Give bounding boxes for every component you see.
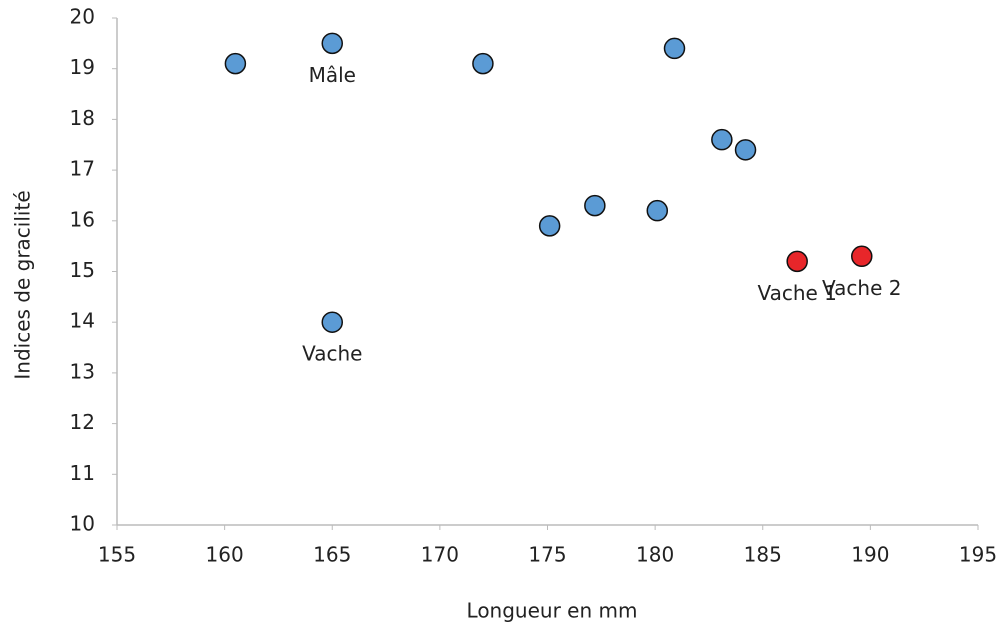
point <box>851 245 873 268</box>
y-tick-label: 10 <box>70 512 95 536</box>
y-tick-label: 12 <box>70 410 95 434</box>
y-tick-label: 16 <box>70 207 95 231</box>
point <box>584 194 606 217</box>
y-tick-label: 15 <box>70 258 95 282</box>
point <box>321 311 343 333</box>
x-tick-label: 195 <box>959 543 997 567</box>
y-tick-label: 19 <box>70 55 95 79</box>
y-tick-label: 14 <box>70 309 95 333</box>
point <box>663 37 686 60</box>
point <box>472 52 494 75</box>
point <box>786 250 808 273</box>
y-tick-label: 13 <box>70 359 95 383</box>
x-tick-label: 185 <box>744 543 782 567</box>
x-tick-label: 175 <box>528 543 566 567</box>
x-tick-label: 165 <box>313 543 351 567</box>
point <box>711 128 733 151</box>
point <box>321 32 343 55</box>
x-axis-title: Longueur en mm <box>467 599 638 623</box>
point <box>646 199 669 222</box>
y-tick-label: 11 <box>70 461 95 485</box>
y-axis-title: Indices de gracilité <box>11 190 35 379</box>
point-label: Vache 1 <box>757 281 836 305</box>
point <box>538 215 561 237</box>
x-tick-label: 160 <box>206 543 244 567</box>
x-tick-label: 155 <box>98 543 136 567</box>
y-tick-label: 18 <box>70 106 95 130</box>
x-tick-label: 170 <box>421 543 459 567</box>
y-tick-label: 20 <box>70 5 95 29</box>
y-tick-label: 17 <box>70 157 95 181</box>
point-label: Vache <box>302 342 362 366</box>
x-tick-label: 180 <box>636 543 674 567</box>
point-label: Vache 2 <box>822 276 901 300</box>
point <box>734 139 757 161</box>
point-label: Mâle <box>309 63 356 87</box>
x-tick-label: 190 <box>851 543 889 567</box>
point <box>224 52 247 75</box>
